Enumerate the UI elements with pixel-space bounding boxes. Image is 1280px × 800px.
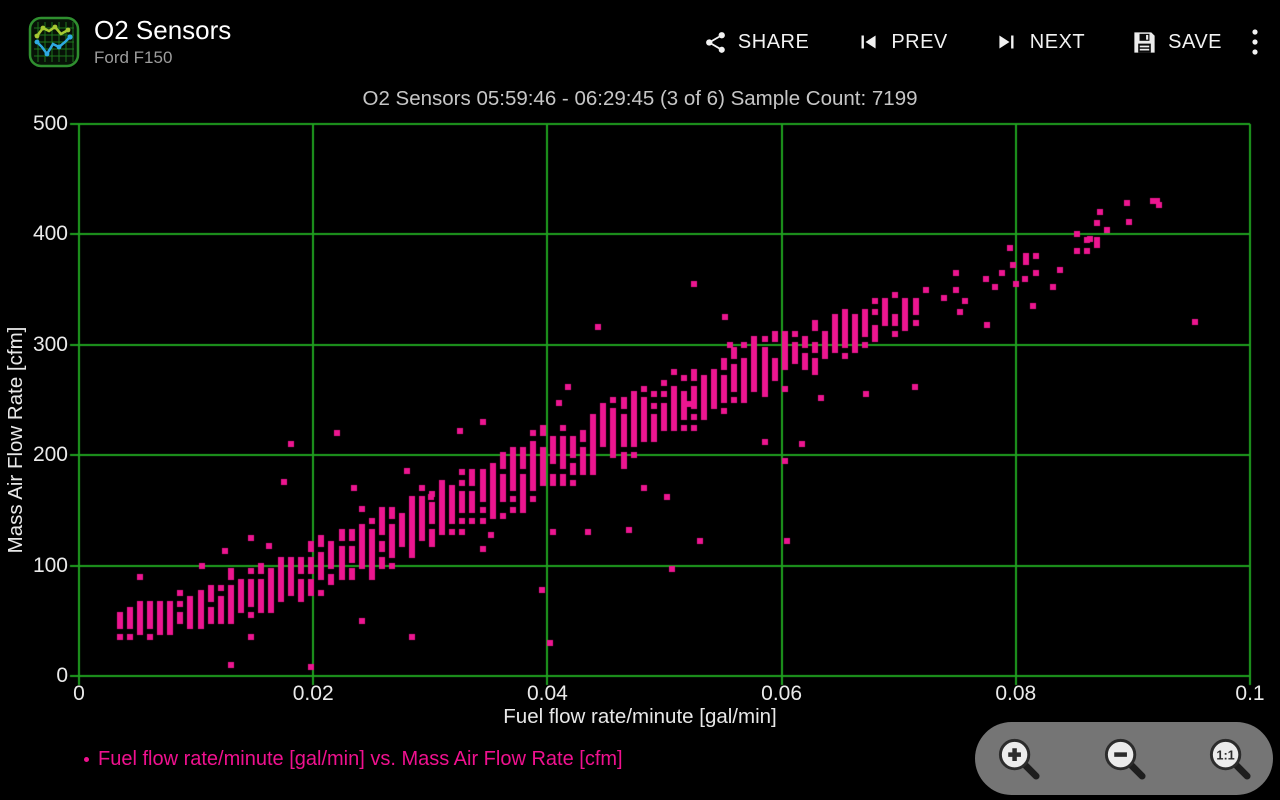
x-tick-label: 0.1 <box>1235 682 1265 705</box>
zoom-in-button[interactable] <box>995 735 1042 782</box>
zoom-in-icon <box>1008 748 1021 761</box>
zoom-reset-button[interactable]: 1:1 <box>1206 735 1253 782</box>
skip-previous-icon <box>861 35 876 49</box>
legend-series-label: Fuel flow rate/minute [gal/min] vs. Mass… <box>98 748 623 770</box>
x-tick-label: 0.04 <box>526 682 568 705</box>
legend-series-marker <box>84 757 89 762</box>
save-button[interactable]: SAVE <box>1131 29 1222 56</box>
y-axis-label: Mass Air Flow Rate [cfm] <box>4 326 27 554</box>
zoom-reset-icon: 1:1 <box>1216 747 1234 762</box>
more-vert-icon <box>1252 29 1258 55</box>
share-icon <box>706 31 725 53</box>
action-buttons: SHARE PREV NEXT SAVE <box>703 29 1222 56</box>
next-button[interactable]: NEXT <box>994 29 1085 55</box>
y-tick-label: 0 <box>56 664 68 687</box>
x-axis-label: Fuel flow rate/minute [gal/min] <box>503 705 777 728</box>
chart-legend: Fuel flow rate/minute [gal/min] vs. Mass… <box>84 748 623 771</box>
app-icon <box>28 16 80 68</box>
app-title: O2 Sensors <box>94 15 232 46</box>
x-tick-label: 0 <box>73 682 85 705</box>
x-tick-label: 0.02 <box>292 682 334 705</box>
next-button-label: NEXT <box>1029 30 1086 53</box>
y-tick-label: 400 <box>32 222 68 246</box>
share-button[interactable]: SHARE <box>703 30 809 55</box>
prev-button-label: PREV <box>891 30 948 53</box>
save-icon <box>1134 31 1155 53</box>
skip-next-icon <box>999 35 1014 49</box>
x-tick-label: 0.06 <box>761 682 803 705</box>
action-bar: O2 Sensors Ford F150 SHARE PREV NEXT <box>0 0 1280 84</box>
zoom-control-panel: 1:1 <box>975 722 1273 795</box>
save-button-label: SAVE <box>1168 30 1222 53</box>
overflow-menu-button[interactable] <box>1248 27 1262 57</box>
y-tick-label: 300 <box>32 332 68 356</box>
prev-button[interactable]: PREV <box>855 29 947 55</box>
y-tick-label: 500 <box>32 112 68 135</box>
zoom-out-button[interactable] <box>1101 735 1148 782</box>
y-tick-label: 100 <box>32 553 68 577</box>
share-button-label: SHARE <box>737 30 810 53</box>
x-tick-label: 0.08 <box>995 682 1037 705</box>
y-tick-label: 200 <box>32 443 68 467</box>
app-subtitle: Ford F150 <box>94 48 173 68</box>
app-title-block: O2 Sensors Ford F150 <box>94 15 232 68</box>
chart-title: O2 Sensors 05:59:46 - 06:29:45 (3 of 6) … <box>362 87 918 110</box>
